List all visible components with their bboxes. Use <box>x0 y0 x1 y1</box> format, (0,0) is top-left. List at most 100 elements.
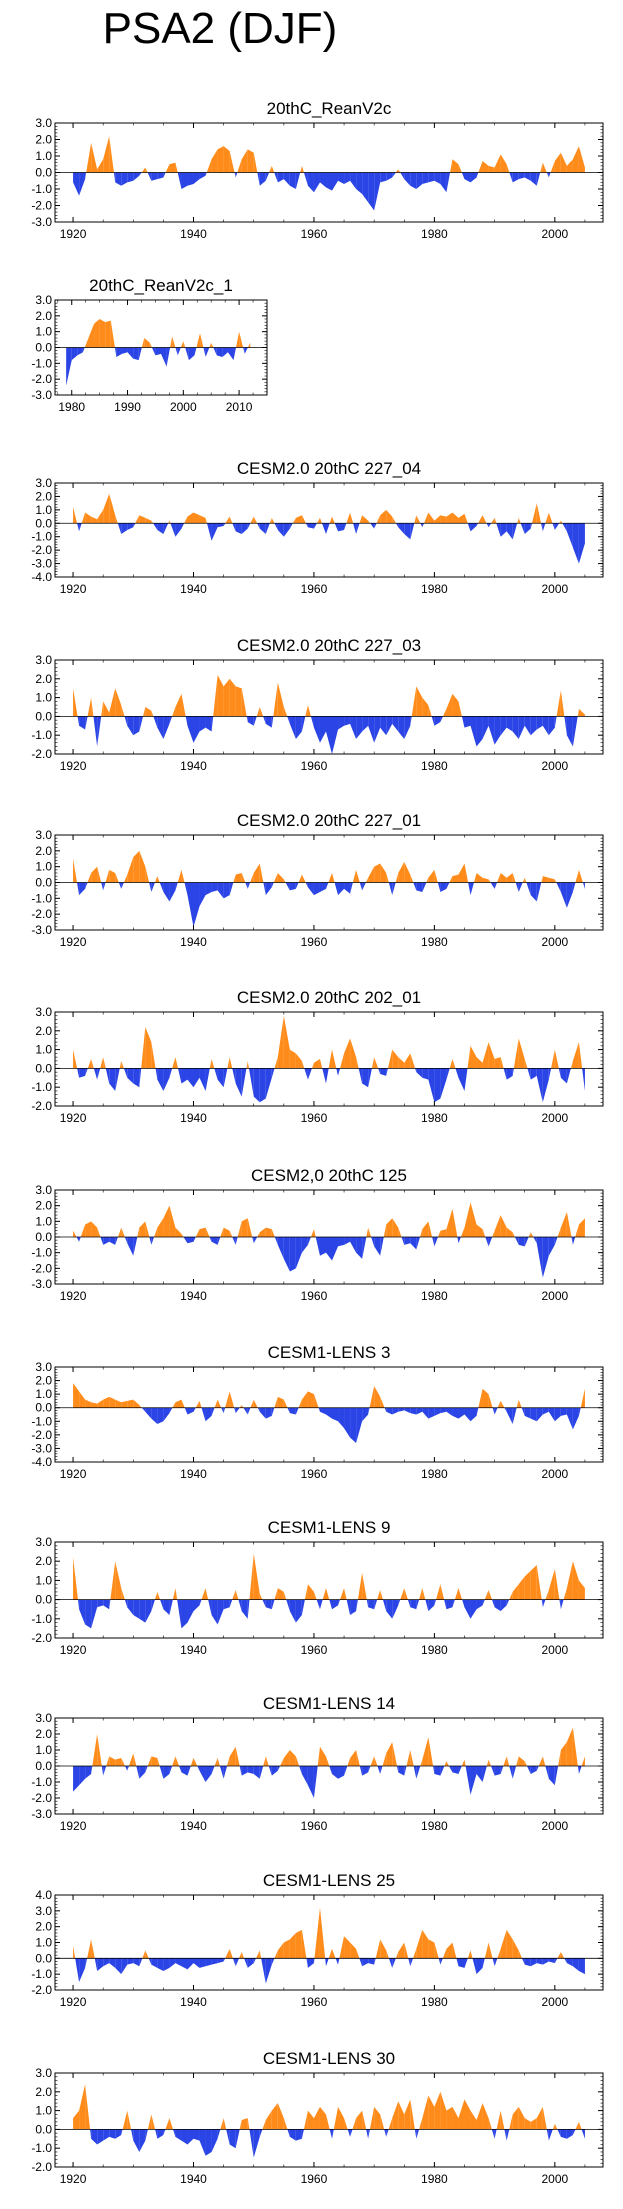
area-segment <box>208 1599 212 1615</box>
area-segment <box>165 164 170 173</box>
area-segment <box>305 523 308 528</box>
area-segment <box>464 2099 471 2130</box>
area-segment <box>239 331 244 348</box>
area-segment <box>184 516 188 524</box>
area-segment <box>121 172 128 186</box>
area-segment <box>301 874 306 883</box>
area-segment <box>73 507 78 524</box>
area-segment <box>169 162 176 173</box>
plot-frame <box>54 1541 604 1639</box>
area-segment <box>392 716 399 732</box>
area-segment <box>289 1933 296 1959</box>
y-tick-label: 3.0 <box>35 653 52 667</box>
area-segment <box>536 1766 539 1771</box>
area-segment <box>426 877 429 883</box>
area-segment <box>88 323 95 348</box>
area-segment <box>100 1237 104 1245</box>
area-segment <box>325 1588 330 1600</box>
area-segment <box>431 716 435 726</box>
area-segment <box>490 1766 495 1776</box>
area-segment <box>350 1407 357 1443</box>
area-segment <box>560 152 567 173</box>
area-segment <box>253 716 257 726</box>
area-segment <box>313 172 320 193</box>
area-segment <box>486 1759 489 1766</box>
area-segment <box>172 336 176 348</box>
y-tick-label: 0.0 <box>35 516 52 530</box>
area-segment <box>203 347 206 357</box>
area-segment <box>313 1766 318 1798</box>
area-segment <box>121 523 128 535</box>
area-segment <box>319 882 326 892</box>
area-segment <box>227 1756 230 1766</box>
area-segment <box>157 1218 164 1237</box>
area-segment <box>578 1042 583 1069</box>
y-tick-label: -1.0 <box>31 1612 52 1626</box>
area-segment <box>298 1399 302 1408</box>
area-segment <box>362 1237 367 1259</box>
area-segment <box>145 1950 149 1959</box>
area-segment <box>241 1766 248 1776</box>
area-segment <box>115 688 122 717</box>
area-segment <box>301 1391 308 1408</box>
area-segment <box>500 1599 507 1612</box>
area-segment <box>496 2110 501 2130</box>
area-segment <box>542 876 549 883</box>
area-segment <box>494 882 498 889</box>
area-segment <box>103 1237 110 1245</box>
area-segment <box>277 172 284 183</box>
x-tick-label: 1980 <box>421 1111 448 1125</box>
x-tick-label: 2000 <box>541 1467 568 1481</box>
area-segment <box>172 1588 176 1600</box>
area-segment <box>247 1218 253 1237</box>
area-segment <box>434 1237 438 1247</box>
area-segment <box>518 1576 525 1600</box>
area-segment <box>220 2118 224 2130</box>
area-segment <box>541 876 543 883</box>
area-segment <box>277 523 284 537</box>
area-segment <box>151 1599 155 1612</box>
area-segment <box>470 2110 477 2130</box>
area-series <box>73 493 585 564</box>
area-segment <box>205 1227 210 1237</box>
area-segment <box>506 1227 513 1237</box>
area-segment <box>103 1396 110 1408</box>
area-segment <box>452 1407 459 1419</box>
area-segment <box>217 675 224 717</box>
x-tick-label: 1940 <box>180 1995 207 2009</box>
area-segment <box>404 1942 409 1959</box>
area-segment <box>169 1205 176 1237</box>
area-segment <box>488 165 495 173</box>
area-segment <box>332 1049 337 1069</box>
area-segment <box>283 2118 288 2130</box>
area-segment <box>103 882 106 891</box>
area-segment <box>133 1599 140 1619</box>
area-segment <box>127 1237 134 1256</box>
area-segment <box>181 1233 184 1237</box>
area-segment <box>121 1588 125 1600</box>
area-segment <box>225 1948 230 1959</box>
area-segment <box>497 1948 501 1959</box>
area-segment <box>566 2129 573 2139</box>
area-segment <box>271 1068 275 1078</box>
area-segment <box>211 882 218 892</box>
area-segment <box>572 1958 579 1971</box>
area-segment <box>395 1952 399 1959</box>
area-segment <box>295 515 302 524</box>
area-segment <box>506 873 513 883</box>
x-tick-label: 1940 <box>180 935 207 949</box>
plot-frame <box>54 1011 604 1107</box>
area-segment <box>259 1950 262 1959</box>
area-segment <box>310 716 314 728</box>
area-segment <box>500 716 507 736</box>
area-segment <box>506 716 513 732</box>
area-segment <box>432 1237 435 1247</box>
area-segment <box>530 1232 534 1237</box>
area-segment <box>572 1727 578 1766</box>
area-segment <box>572 1407 579 1430</box>
x-tick-label: 1940 <box>180 2172 207 2186</box>
area-segment <box>356 523 360 535</box>
area-segment <box>398 1942 405 1959</box>
area-segment <box>265 716 272 728</box>
